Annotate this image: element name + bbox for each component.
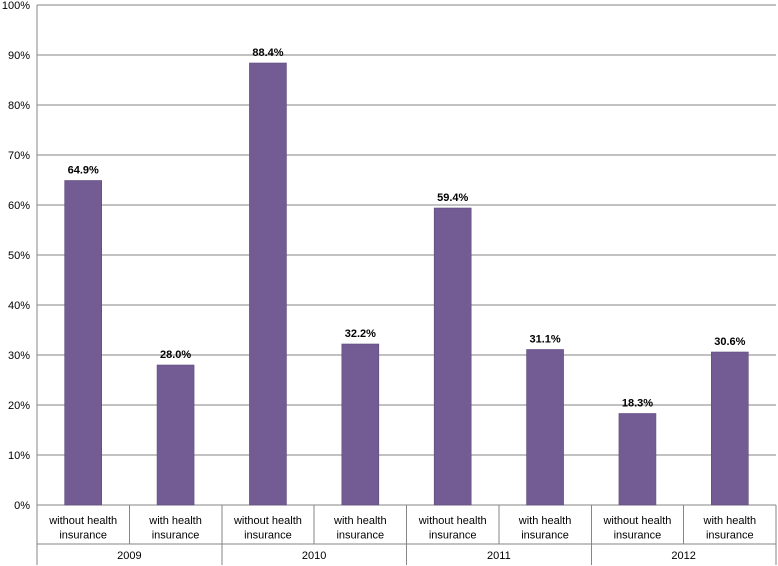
gridlines — [37, 4, 776, 506]
bar — [156, 364, 195, 506]
category-label: with health — [148, 515, 202, 527]
category-label: insurance — [521, 530, 569, 542]
category-label: insurance — [336, 530, 384, 542]
data-label: 64.9% — [68, 165, 99, 177]
bar — [433, 207, 472, 506]
data-labels: 64.9% 28.0% 88.4% 32.2% 59.4% 31.1% 18.3% 30.6% — [68, 47, 746, 410]
data-label: 28.0% — [160, 349, 191, 361]
y-tick-label: 60% — [8, 200, 30, 212]
bar — [249, 62, 287, 506]
y-tick-label: 70% — [8, 150, 30, 162]
y-tick-label: 90% — [8, 50, 30, 62]
y-tick-label: 20% — [8, 400, 30, 412]
y-tick-label: 40% — [8, 300, 30, 312]
category-label: with health — [518, 515, 572, 527]
y-tick-label: 0% — [14, 500, 30, 512]
category-label: insurance — [152, 530, 200, 542]
data-label: 59.4% — [437, 192, 468, 204]
year-label: 2011 — [487, 550, 511, 562]
x-axis: without health insurance with health insura… — [36, 5, 777, 565]
data-label: 88.4% — [252, 47, 283, 59]
category-label: insurance — [706, 530, 754, 542]
category-label: with health — [703, 515, 757, 527]
y-axis-tick-labels: 0% 10% 20% 30% 40% 50% 60% 70% 80% 90% 100% — [2, 0, 30, 512]
y-tick-label: 10% — [8, 450, 30, 462]
category-label: insurance — [244, 530, 292, 542]
category-label: insurance — [614, 530, 662, 542]
category-label: insurance — [59, 530, 107, 542]
bar — [64, 180, 102, 506]
year-label: 2009 — [117, 550, 141, 562]
y-tick-label: 80% — [8, 100, 30, 112]
y-tick-label: 50% — [8, 250, 30, 262]
year-label: 2010 — [302, 550, 326, 562]
bar — [711, 351, 749, 506]
y-tick-label: 100% — [2, 0, 30, 12]
category-label: without health — [233, 515, 302, 527]
category-label: insurance — [429, 530, 477, 542]
bar — [341, 343, 380, 506]
category-label: without health — [418, 515, 487, 527]
bar — [526, 349, 564, 506]
bar — [618, 413, 657, 506]
bars — [64, 62, 749, 506]
data-label: 30.6% — [714, 336, 745, 348]
category-label: without health — [602, 515, 671, 527]
category-label: with health — [333, 515, 387, 527]
y-tick-label: 30% — [8, 350, 30, 362]
year-label: 2012 — [671, 550, 695, 562]
data-label: 18.3% — [622, 398, 653, 410]
data-label: 32.2% — [345, 328, 376, 340]
data-label: 31.1% — [529, 334, 560, 346]
category-label: without health — [48, 515, 117, 527]
